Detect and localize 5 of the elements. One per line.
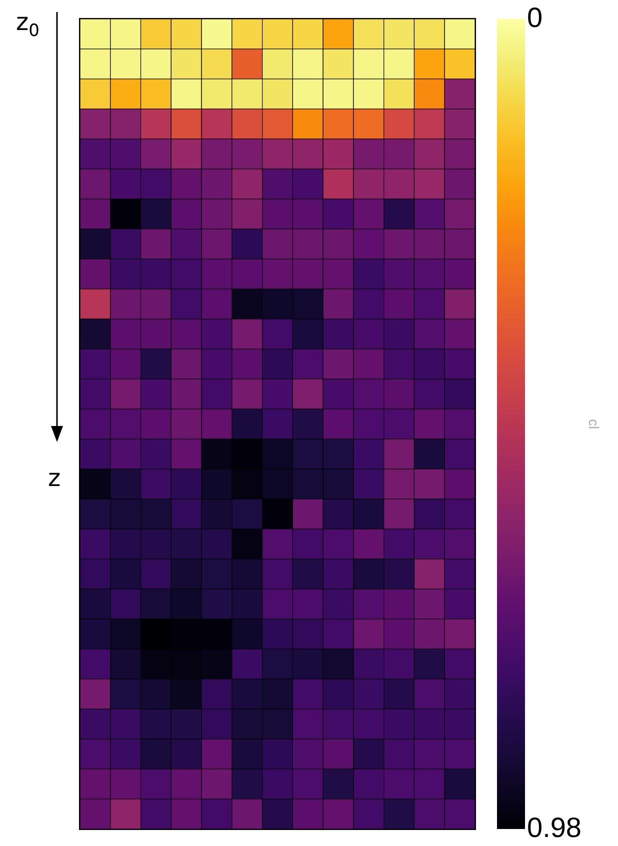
text: z$_{0}$ (16, 8, 40, 41)
text: z (48, 464, 61, 492)
color-bar-title: cl (586, 418, 602, 430)
color-bar-label: 0 (527, 2, 543, 33)
color-bar-label: 0.98 (527, 812, 582, 843)
